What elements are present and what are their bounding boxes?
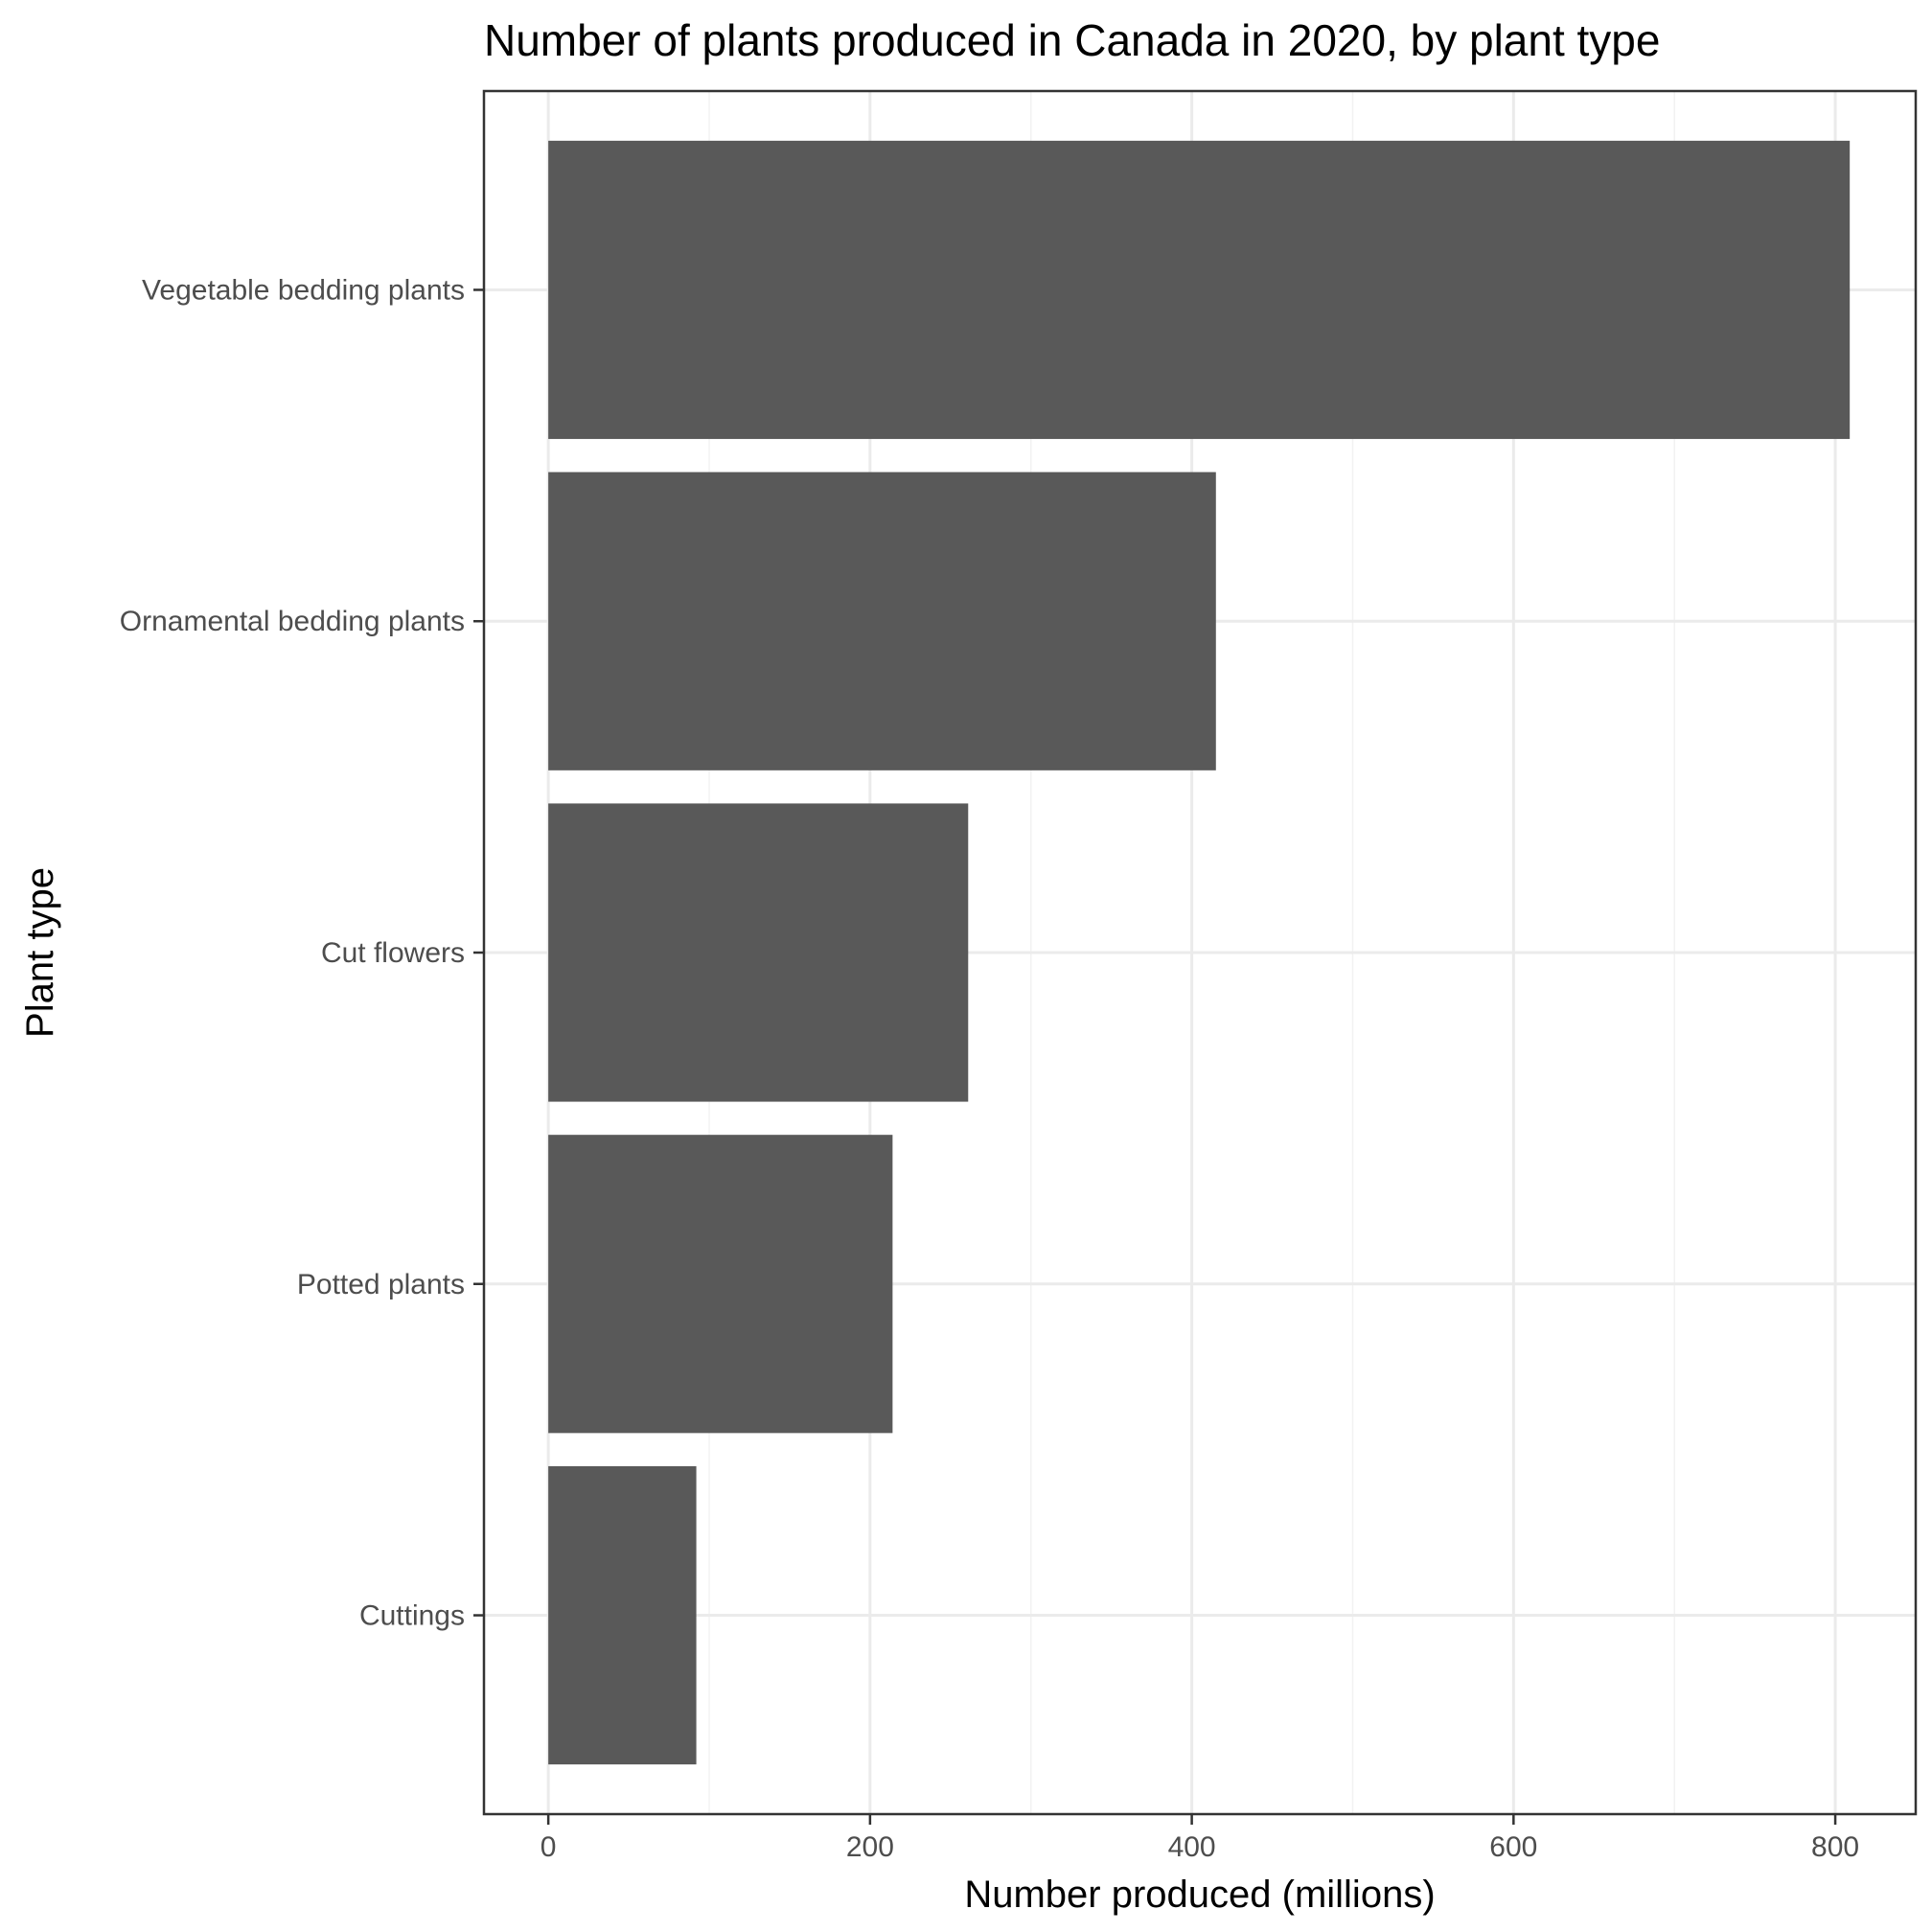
bars-group: [548, 140, 1851, 1765]
y-axis: Vegetable bedding plants Ornamental beddi…: [120, 274, 484, 1632]
bar: [548, 803, 969, 1102]
y-tick-label: Potted plants: [297, 1269, 465, 1300]
x-tick-label: 200: [846, 1831, 894, 1863]
chart-title: Number of plants produced in Canada in 2…: [484, 15, 1660, 65]
y-tick-label: Cut flowers: [321, 937, 465, 969]
y-axis-title: Plant type: [19, 867, 61, 1038]
y-tick-label: Cuttings: [359, 1600, 465, 1632]
bar: [548, 140, 1851, 440]
x-tick-label: 0: [540, 1831, 557, 1863]
x-tick-label: 600: [1489, 1831, 1537, 1863]
y-tick-label: Vegetable bedding plants: [142, 274, 465, 306]
bar: [548, 1465, 697, 1765]
x-axis-title: Number produced (millions): [964, 1874, 1435, 1916]
x-tick-label: 800: [1811, 1831, 1859, 1863]
bar: [548, 1135, 893, 1434]
bar: [548, 472, 1216, 770]
x-axis: 0 200 400 600 800: [540, 1814, 1859, 1863]
x-tick-label: 400: [1168, 1831, 1216, 1863]
y-tick-label: Ornamental bedding plants: [120, 606, 465, 637]
